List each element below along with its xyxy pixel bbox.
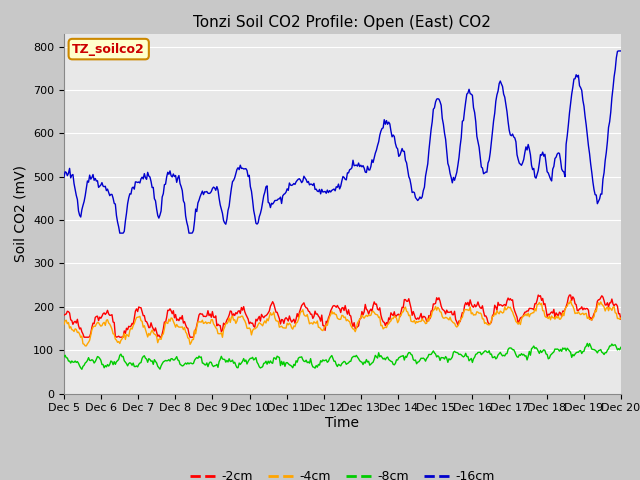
Title: Tonzi Soil CO2 Profile: Open (East) CO2: Tonzi Soil CO2 Profile: Open (East) CO2	[193, 15, 492, 30]
X-axis label: Time: Time	[325, 416, 360, 430]
Y-axis label: Soil CO2 (mV): Soil CO2 (mV)	[13, 165, 28, 262]
Legend: -2cm, -4cm, -8cm, -16cm: -2cm, -4cm, -8cm, -16cm	[186, 465, 499, 480]
Text: TZ_soilco2: TZ_soilco2	[72, 43, 145, 56]
